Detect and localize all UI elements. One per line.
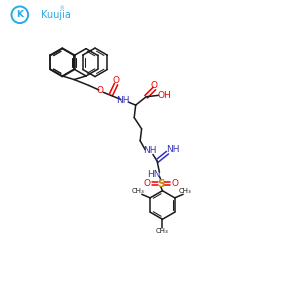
Text: O: O bbox=[97, 86, 104, 95]
Text: CH₃: CH₃ bbox=[179, 188, 192, 194]
Text: NH: NH bbox=[143, 146, 157, 155]
Text: O: O bbox=[143, 179, 150, 188]
Text: O: O bbox=[112, 76, 120, 85]
Text: HN: HN bbox=[147, 170, 160, 179]
Text: OH: OH bbox=[158, 91, 171, 100]
Text: O: O bbox=[172, 179, 179, 188]
Text: O: O bbox=[151, 81, 158, 90]
Text: Kuujia: Kuujia bbox=[41, 10, 71, 20]
Text: S: S bbox=[157, 178, 165, 189]
Text: K: K bbox=[16, 10, 23, 19]
Text: CH₃: CH₃ bbox=[156, 228, 169, 234]
Text: ®: ® bbox=[60, 6, 64, 11]
Text: CH₃: CH₃ bbox=[132, 188, 145, 194]
Text: NH: NH bbox=[166, 145, 180, 154]
Text: NH: NH bbox=[116, 96, 130, 105]
